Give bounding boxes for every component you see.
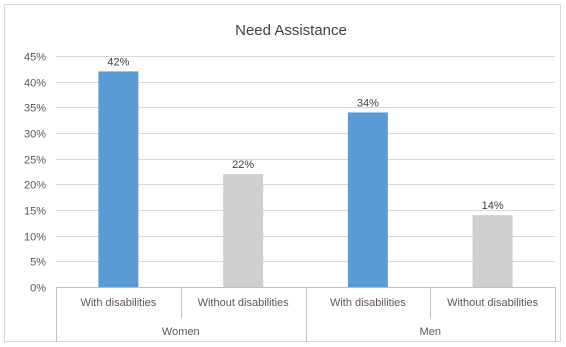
- y-tick-label: 15%: [24, 206, 46, 218]
- category-label: Without disabilities: [198, 297, 290, 309]
- data-label: 22%: [232, 159, 254, 171]
- y-tick-label: 45%: [24, 52, 46, 64]
- y-tick-label: 5%: [30, 257, 46, 269]
- y-tick-label: 20%: [24, 180, 46, 192]
- data-label: 34%: [357, 97, 379, 109]
- y-tick-label: 10%: [24, 232, 46, 244]
- category-label: With disabilities: [330, 297, 406, 309]
- gridlines: [56, 56, 555, 288]
- y-tick-label: 35%: [24, 103, 46, 115]
- y-tick-label: 30%: [24, 129, 46, 141]
- bar: [347, 112, 388, 287]
- y-tick-label: 25%: [24, 155, 46, 167]
- category-label: Without disabilities: [447, 297, 539, 309]
- bar: [98, 71, 139, 288]
- group-label: Men: [420, 326, 441, 338]
- group-label: Women: [162, 326, 200, 338]
- bars: [98, 71, 513, 288]
- chart-title: Need Assistance: [235, 22, 347, 39]
- data-labels: 42% 22% 34% 14%: [107, 56, 503, 212]
- bar: [223, 174, 264, 287]
- category-label: With disabilities: [80, 297, 156, 309]
- y-tick-label: 40%: [24, 78, 46, 90]
- data-label: 42%: [107, 56, 129, 68]
- bar: [472, 215, 513, 287]
- data-label: 14%: [482, 200, 504, 212]
- x-axis: With disabilities Without disabilities Wit…: [56, 287, 556, 342]
- chart-frame: [4, 4, 561, 342]
- y-axis-ticks: 0% 5% 10% 15% 20% 25% 30% 35% 40% 45%: [24, 52, 46, 295]
- y-tick-label: 0%: [30, 283, 46, 295]
